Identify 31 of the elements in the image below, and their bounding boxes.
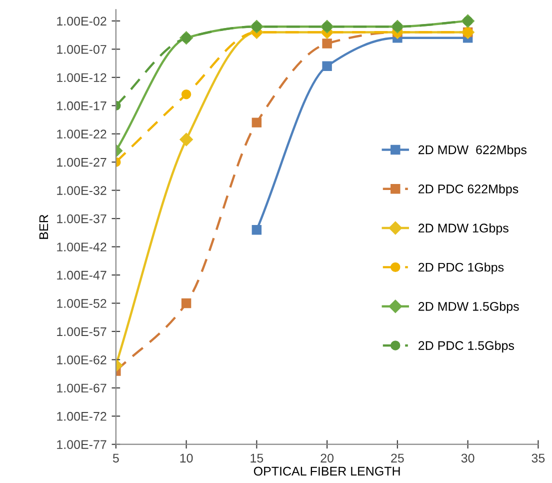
x-tick-label: 20 bbox=[320, 454, 334, 463]
x-tick-label: 10 bbox=[180, 454, 193, 463]
y-tick-label: 1.00E-27 bbox=[57, 158, 106, 167]
y-tick-label: 1.00E-57 bbox=[57, 327, 106, 336]
legend-label: 2D MDW 1.5Gbps bbox=[418, 302, 519, 314]
y-tick-label: 1.00E-37 bbox=[57, 214, 106, 224]
x-tick-label: 30 bbox=[461, 454, 474, 463]
legend-label: 2D MDW 622Mbps bbox=[418, 145, 527, 157]
x-tick-label: 15 bbox=[250, 454, 264, 463]
y-tick-label: 1.00E-22 bbox=[57, 130, 106, 139]
y-tick-label: 1.00E-62 bbox=[57, 355, 106, 364]
y-tick-label: 1.00E-42 bbox=[57, 242, 106, 252]
x-tick-label: 25 bbox=[391, 454, 404, 463]
y-tick-label: 1.00E-72 bbox=[57, 412, 106, 421]
legend-label: 2D PDC 1.5Gbps bbox=[418, 340, 514, 352]
y-tick-label: 1.00E-47 bbox=[57, 270, 106, 280]
y-tick-label: 1.00E-12 bbox=[57, 73, 106, 82]
y-tick-label: 1.00E-32 bbox=[57, 186, 106, 195]
y-tick-label: 1.00E-02 bbox=[57, 16, 106, 26]
x-tick-label: 35 bbox=[532, 454, 545, 463]
y-tick-label: 1.00E-52 bbox=[57, 299, 106, 308]
legend-label: 2D PDC 1Gbps bbox=[418, 262, 504, 274]
y-tick-label: 1.00E-07 bbox=[57, 44, 106, 54]
y-tick-label: 1.00E-67 bbox=[57, 384, 106, 393]
legend-label: 2D MDW 1Gbps bbox=[418, 223, 508, 235]
y-tick-label: 1.00E-77 bbox=[57, 440, 106, 450]
x-tick-label: 5 bbox=[112, 454, 119, 463]
y-axis-title: BER bbox=[39, 214, 48, 239]
legend-label: 2D PDC 622Mbps bbox=[418, 184, 518, 196]
x-axis-title: OPTICAL FIBER LENGTH bbox=[254, 466, 400, 476]
y-tick-label: 1.00E-17 bbox=[57, 101, 106, 110]
